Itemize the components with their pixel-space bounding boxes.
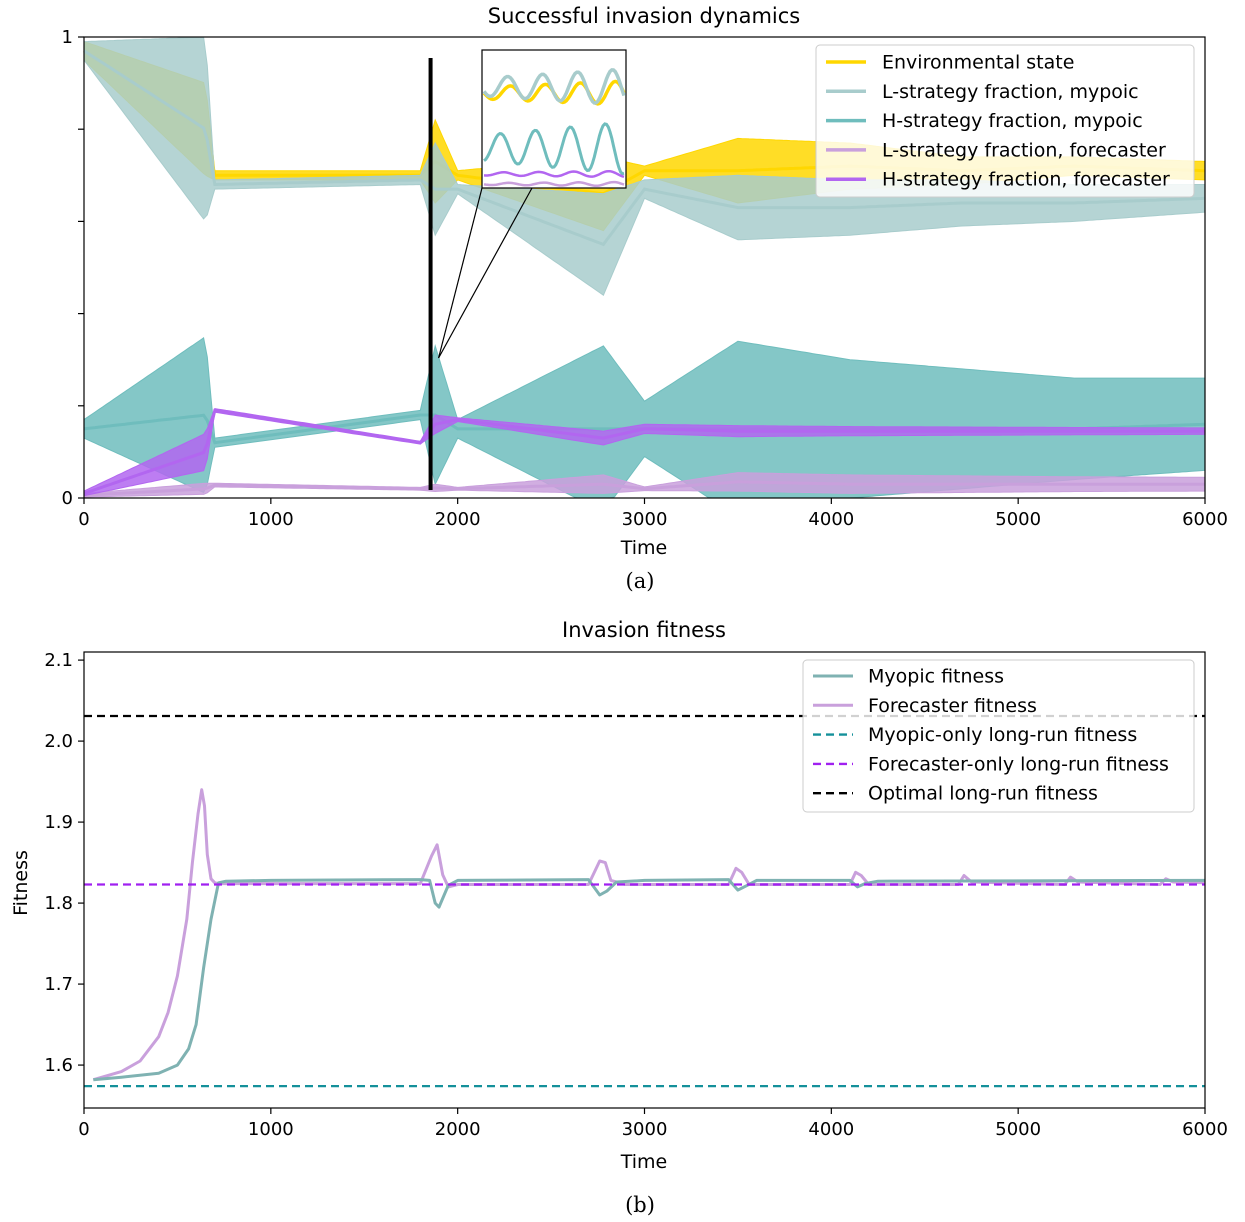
legend-label: Myopic fitness: [868, 666, 1004, 688]
inset-connector: [437, 187, 483, 359]
legend-b: Myopic fitness Forecaster fitness Myopic-o…: [802, 659, 1195, 813]
legend-label: H-strategy fraction, mypoic: [882, 110, 1143, 132]
x-tick-label: 5000: [995, 1119, 1041, 1140]
x-tick-label: 6000: [1182, 1119, 1228, 1140]
x-tick-label: 4000: [808, 509, 854, 530]
series-line-h-strategy-fraction-forecaster: [83, 408, 1205, 495]
legend-label: L-strategy fraction, mypoic: [882, 81, 1139, 103]
x-tick-label: 0: [78, 509, 89, 530]
panel-a: Successful invasion dynamics 0 1000 2000 30…: [62, 4, 1228, 593]
y-tick-label: 1.6: [44, 1055, 73, 1076]
legend-label: Environmental state: [882, 52, 1074, 74]
y-axis-label-b: Fitness: [10, 850, 32, 916]
x-tick-label: 6000: [1182, 509, 1228, 530]
x-tick-label: 0: [78, 1119, 89, 1140]
x-ticks-a: 0 1000 2000 3000 4000 5000 6000: [78, 498, 1228, 530]
x-axis-label-a: Time: [620, 537, 668, 559]
legend-label: L-strategy fraction, forecaster: [882, 139, 1166, 161]
series-line-myopic-fitness: [93, 878, 1206, 1082]
inset-curve-h-strategy-fraction-mypoic: [483, 122, 625, 176]
y-tick-label: 2.0: [44, 731, 73, 752]
inset-curve-l-strategy-fraction-mypoic: [482, 68, 626, 105]
legend-label: Forecaster fitness: [868, 695, 1037, 717]
x-tick-label: 1000: [248, 1119, 294, 1140]
y-tick-label: 0: [62, 488, 73, 509]
y-tick-label: 1.9: [44, 812, 73, 833]
panel-b: Invasion fitness 0 1000 2000 3000 4000 5000 60…: [10, 618, 1228, 1217]
chart-title-b: Invasion fitness: [562, 618, 726, 642]
legend-label: Myopic-only long-run fitness: [868, 724, 1137, 746]
legend-box-a: [815, 44, 1195, 198]
legend-box-b: [802, 659, 1195, 813]
legend-label: Forecaster-only long-run fitness: [868, 753, 1169, 775]
series-line-forecaster-fitness: [92, 788, 1206, 1082]
x-tick-label: 2000: [435, 1119, 481, 1140]
caption-a: (a): [626, 569, 655, 593]
y-ticks-b: 1.6 1.7 1.8 1.9 2.0 2.1: [44, 650, 84, 1076]
y-tick-label: 1.7: [44, 974, 73, 995]
x-tick-label: 1000: [248, 509, 294, 530]
inset-connector: [438, 187, 533, 359]
x-axis-label-b: Time: [620, 1151, 668, 1173]
x-tick-label: 4000: [808, 1119, 854, 1140]
caption-b: (b): [625, 1193, 655, 1217]
series-line-l-strategy-fraction-forecaster: [83, 480, 1205, 497]
series-layer-b: [84, 714, 1206, 1088]
y-tick-label: 2.1: [44, 650, 73, 671]
y-ticks-a: 01: [62, 27, 84, 509]
x-tick-label: 3000: [622, 509, 668, 530]
y-tick-label: 1: [62, 27, 73, 48]
x-tick-label: 5000: [995, 509, 1041, 530]
legend-label: H-strategy fraction, forecaster: [882, 169, 1170, 191]
inset-curve-l-strategy-fraction-forecaster: [483, 180, 625, 188]
legend-a: Environmental state L-strategy fraction, …: [815, 44, 1195, 198]
x-tick-label: 2000: [435, 509, 481, 530]
legend-label: Optimal long-run fitness: [868, 783, 1098, 805]
series-line-l-strategy-fraction-mypoic: [83, 49, 1206, 247]
inset-curve-h-strategy-fraction-forecaster: [483, 169, 625, 178]
inset-zoom-box: [437, 49, 627, 359]
chart-title-a: Successful invasion dynamics: [488, 4, 801, 28]
x-tick-label: 3000: [622, 1119, 668, 1140]
y-tick-label: 1.8: [44, 893, 73, 914]
x-ticks-b: 0 1000 2000 3000 4000 5000 6000: [78, 1108, 1228, 1140]
